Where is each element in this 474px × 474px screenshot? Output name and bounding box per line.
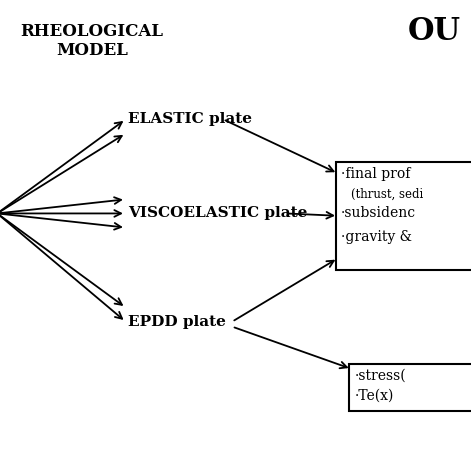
Bar bbox=[349, 364, 474, 411]
Text: ·gravity &: ·gravity & bbox=[341, 230, 412, 244]
Text: VISCOELASTIC plate: VISCOELASTIC plate bbox=[128, 207, 308, 220]
Text: ·stress(
·Te(x): ·stress( ·Te(x) bbox=[355, 369, 406, 402]
Text: RHEOLOGICAL
MODEL: RHEOLOGICAL MODEL bbox=[20, 23, 164, 59]
Bar bbox=[336, 162, 474, 270]
Text: ·subsidenc: ·subsidenc bbox=[341, 206, 416, 220]
Text: (thrust, sedi: (thrust, sedi bbox=[351, 188, 424, 201]
Text: ·final prof: ·final prof bbox=[341, 167, 410, 181]
Text: OU: OU bbox=[408, 16, 461, 46]
Text: ELASTIC plate: ELASTIC plate bbox=[128, 112, 252, 126]
Text: EPDD plate: EPDD plate bbox=[128, 315, 226, 329]
